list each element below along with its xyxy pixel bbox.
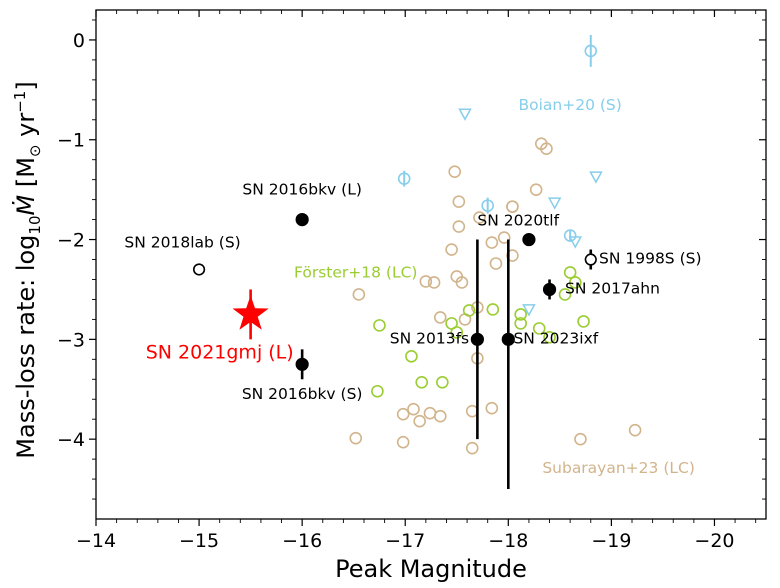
data-point (485, 236, 499, 249)
data-point (563, 229, 577, 242)
data-point (423, 406, 437, 420)
sn-label: SN 2013fs (390, 329, 469, 347)
sn-2021gmj-star (232, 295, 269, 330)
data-point (514, 308, 527, 321)
sn-marker (295, 212, 309, 227)
x-tick-label: −14 (76, 530, 116, 552)
y-axis-label-unit-close: ] (12, 81, 40, 90)
data-point (396, 435, 410, 449)
y-axis-label: Mass-loss rate: log10Ṁ [M⊙ yr−1] (11, 81, 44, 458)
data-point (433, 311, 447, 324)
data-point (558, 288, 572, 301)
data-point (506, 249, 519, 262)
data-point (529, 183, 543, 196)
y-tick-label: 0 (73, 30, 85, 52)
series-label: Boian+20 (S) (518, 96, 621, 114)
data-point (455, 276, 469, 289)
data-point (352, 288, 366, 301)
sn-label: SN 2023ixf (513, 329, 598, 347)
data-point (462, 304, 476, 317)
y-axis-label-sun-symbol: ⊙ (26, 144, 44, 157)
data-point (569, 276, 582, 289)
sn-label: SN 2017ahn (565, 279, 660, 297)
upper-limit-triangle (568, 236, 583, 249)
upper-limit-triangle (458, 108, 472, 121)
y-tick-label: −1 (57, 130, 85, 152)
data-point (486, 303, 500, 316)
data-point (419, 275, 433, 288)
sn-marker (501, 332, 515, 346)
x-tick-label: −19 (591, 530, 631, 552)
data-point (532, 322, 546, 335)
data-point (497, 231, 511, 244)
sn-marker (295, 357, 309, 371)
data-point (396, 407, 410, 421)
data-point (427, 276, 441, 289)
data-point (448, 165, 462, 178)
y-axis-label-unit-yr: yr (12, 113, 40, 145)
sn-marker (192, 263, 206, 276)
data-point (433, 409, 447, 423)
data-point (452, 195, 466, 208)
data-point (489, 257, 503, 270)
y-axis-label-prefix: Mass-loss rate: log (12, 235, 40, 459)
data-point (540, 142, 553, 156)
y-axis-label-unit-exp: −1 (11, 91, 29, 113)
y-axis-label-subscript: 10 (26, 215, 44, 234)
x-axis-label: Peak Magnitude (335, 555, 527, 583)
y-tick-label: −2 (57, 230, 85, 252)
data-point (349, 431, 363, 445)
sn-label: SN 2018lab (S) (124, 234, 240, 252)
sn-label: SN 2016bkv (S) (242, 385, 363, 403)
data-point (465, 404, 479, 418)
x-tick-label: −20 (694, 530, 734, 552)
plot-frame (95, 9, 767, 520)
data-point (577, 315, 590, 328)
data-point (584, 44, 598, 58)
sn-marker (542, 282, 557, 297)
sn-label: SN 1998S (S) (599, 250, 702, 268)
data-point (397, 172, 411, 185)
data-point (373, 319, 386, 332)
x-tick-label: −17 (385, 530, 425, 552)
data-point (413, 414, 426, 428)
data-point (481, 199, 494, 212)
sn-2021gmj-label: SN 2021gmj (L) (146, 341, 294, 363)
sn-label: SN 2016bkv (L) (242, 181, 361, 199)
x-tick-label: −15 (179, 530, 219, 552)
sn-marker (584, 253, 597, 266)
y-tick-label: −3 (57, 329, 85, 351)
data-point (514, 317, 527, 330)
upper-limit-triangle (522, 304, 536, 317)
data-point (405, 350, 418, 363)
data-point (563, 266, 577, 279)
data-point (465, 441, 479, 455)
data-point (371, 384, 384, 398)
data-point (506, 200, 519, 213)
data-point (450, 326, 464, 339)
data-point (543, 331, 556, 344)
data-point (574, 432, 587, 446)
data-point (452, 220, 466, 233)
y-tick-label: −4 (57, 429, 85, 451)
sn-label: SN 2020tlf (477, 212, 559, 230)
data-point (628, 423, 642, 437)
data-point (407, 402, 420, 416)
y-axis-label-mdot: Ṁ (11, 194, 40, 215)
upper-limit-triangle (589, 171, 603, 184)
series-label: Subarayan+23 (LC) (542, 459, 695, 477)
data-point (445, 243, 458, 256)
y-axis-label-unit-open: [M (12, 157, 40, 195)
series-label: Förster+18 (LC) (294, 263, 417, 281)
data-point (415, 375, 429, 389)
data-point (473, 211, 486, 224)
data-point (436, 375, 449, 389)
data-point (485, 401, 499, 415)
x-tick-label: −18 (488, 530, 528, 552)
x-tick-label: −16 (282, 530, 322, 552)
sn-marker (470, 332, 484, 346)
sn-marker (522, 232, 536, 247)
upper-limit-triangle (547, 197, 562, 210)
